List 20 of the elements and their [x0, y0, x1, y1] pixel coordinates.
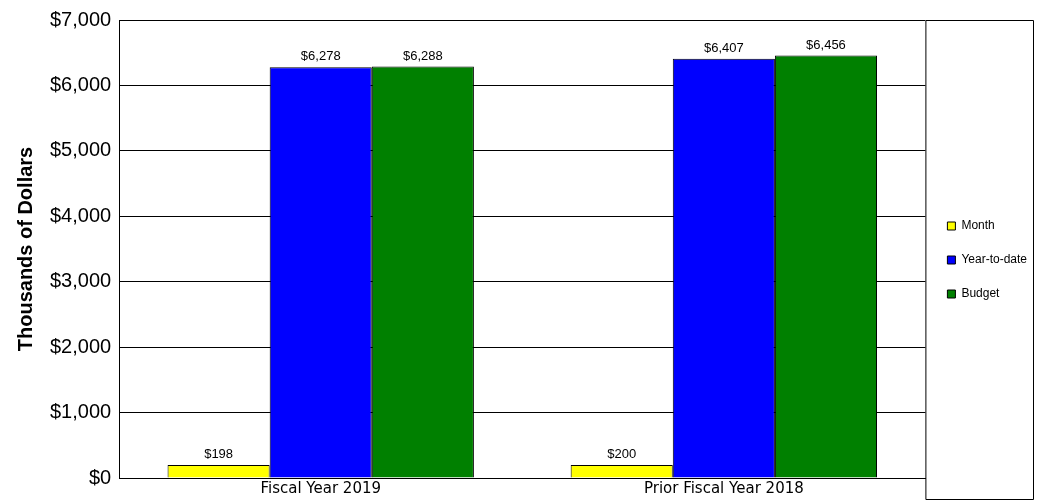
data-label: $6,407 [703, 39, 744, 55]
data-label: $6,288 [402, 47, 443, 63]
data-label: $198 [204, 446, 234, 462]
y-tick-label: $4,000 [50, 203, 112, 226]
legend-label: Month [961, 218, 995, 233]
data-label: $6,278 [300, 48, 341, 64]
y-tick-label: $1,000 [50, 400, 112, 423]
y-tick-label: $5,000 [50, 138, 112, 161]
y-tick-label: $6,000 [50, 72, 112, 95]
data-label: $6,456 [806, 36, 846, 52]
legend-label: Year-to-date [961, 252, 1028, 267]
x-tick-label: Fiscal Year 2019 [260, 478, 382, 497]
y-tick-label: $7,000 [50, 7, 112, 30]
y-tick-label: $2,000 [50, 334, 112, 357]
legend-label: Budget [961, 286, 1001, 301]
x-tick-label: Prior Fiscal Year 2018 [643, 478, 804, 497]
data-label: $200 [607, 445, 637, 461]
y-tick-label: $3,000 [50, 269, 112, 292]
y-tick-label: $0 [88, 465, 112, 488]
y-axis-title: Thousands of Dollars [13, 146, 36, 352]
